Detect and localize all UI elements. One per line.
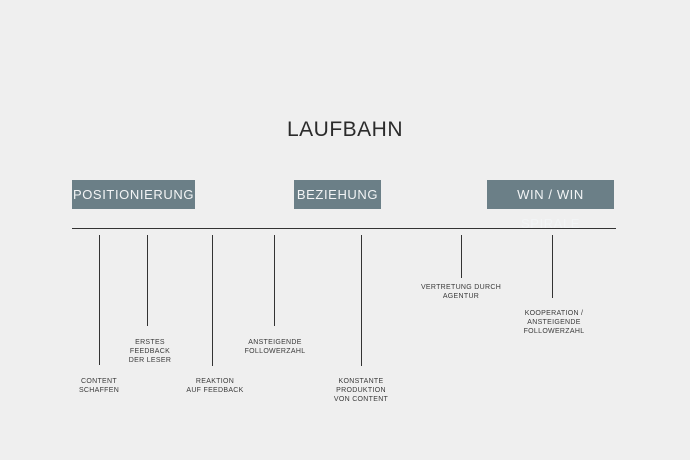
timeline-axis (72, 228, 616, 229)
phase-beziehung: BEZIEHUNG (294, 180, 381, 209)
milestone-label-ansteigende-followerzahl: ANSTEIGENDE FOLLOWERZAHL (244, 339, 306, 355)
milestone-label-kooperation: KOOPERATION / ANSTEIGENDE FOLLOWERZAHL (523, 310, 585, 335)
milestone-tick-ansteigende-followerzahl (274, 235, 275, 326)
milestone-label-erstes-feedback: ERSTES FEEDBACK DER LESER (128, 339, 172, 364)
milestone-tick-kooperation (552, 235, 553, 298)
phase-positionierung: POSITIONIERUNG (72, 180, 195, 209)
milestone-label-konstante-produktion: KONSTANTE PRODUKTION VON CONTENT (333, 378, 389, 403)
milestone-tick-konstante-produktion (361, 235, 362, 366)
milestone-tick-erstes-feedback (147, 235, 148, 326)
milestone-tick-content-schaffen (99, 235, 100, 365)
milestone-tick-vertretung-durch-agentur (461, 235, 462, 278)
milestone-label-vertretung-durch-agentur: VERTRETUNG DURCH AGENTUR (420, 284, 502, 300)
milestone-label-reaktion-auf-feedback: REAKTION AUF FEEDBACK (186, 378, 244, 394)
diagram-title: LAUFBAHN (286, 118, 404, 141)
phase-win-win-spirale: WIN / WIN SPIRALE (487, 180, 614, 231)
milestone-label-content-schaffen: CONTENT SCHAFFEN (78, 378, 120, 394)
milestone-tick-reaktion-auf-feedback (212, 235, 213, 366)
